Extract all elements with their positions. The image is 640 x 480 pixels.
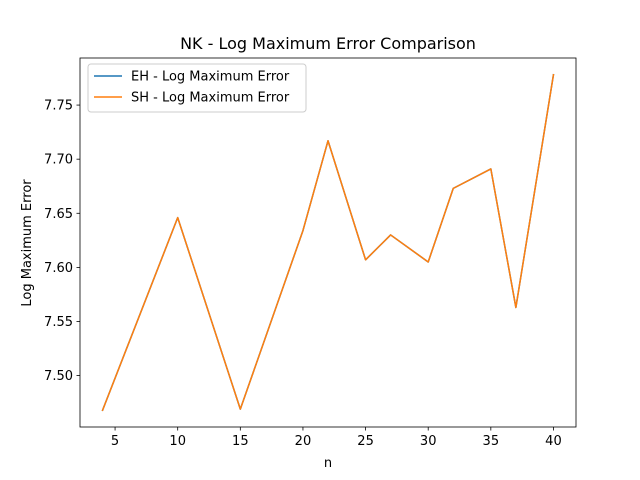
x-axis-label: n [324, 456, 332, 471]
x-tick-label: 30 [420, 434, 437, 449]
legend-label-1: SH - Log Maximum Error [131, 91, 290, 106]
series-line-1 [101, 73, 555, 412]
x-tick-label: 25 [357, 434, 374, 449]
y-tick-label: 7.50 [44, 369, 73, 384]
axes-frame [79, 57, 577, 428]
x-tick-label: 40 [545, 434, 562, 449]
legend: EH - Log Maximum Error SH - Log Maximum E… [87, 63, 307, 113]
x-tick-label: 10 [169, 434, 186, 449]
y-axis-label: Log Maximum Error [20, 179, 35, 307]
x-tick-label: 35 [483, 434, 500, 449]
y-tick-label: 7.55 [44, 315, 73, 330]
legend-label-0: EH - Log Maximum Error [131, 70, 290, 85]
plot-area: 5 10 15 20 25 30 35 40 7.50 7.55 7.60 7.65 7.70 7.75 [44, 57, 577, 449]
x-tick-label: 15 [232, 434, 249, 449]
y-tick-label: 7.65 [44, 207, 73, 222]
legend-box [87, 63, 307, 113]
y-tick-label: 7.75 [44, 99, 73, 114]
chart-title: NK - Log Maximum Error Comparison [180, 34, 476, 53]
y-tick-label: 7.70 [44, 153, 73, 168]
x-tick-label: 20 [295, 434, 312, 449]
x-tick-label: 5 [111, 434, 119, 449]
y-tick-label: 7.60 [44, 261, 73, 276]
